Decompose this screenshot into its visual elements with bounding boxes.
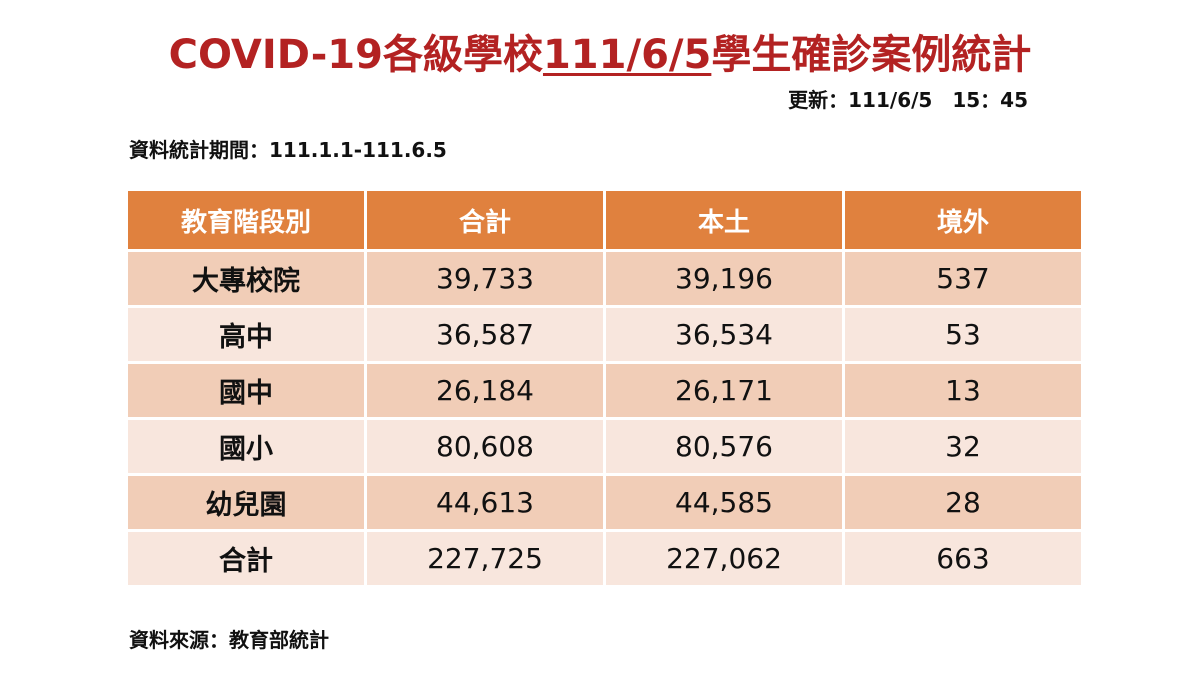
- table-row-total: 合計 227,725 227,062 663: [128, 532, 1081, 585]
- cell-imported: 53: [845, 308, 1081, 361]
- header-imported: 境外: [845, 191, 1081, 249]
- cell-local: 44,585: [606, 476, 842, 529]
- cell-imported: 13: [845, 364, 1081, 417]
- table-row: 國中 26,184 26,171 13: [128, 364, 1081, 417]
- cell-total: 227,725: [367, 532, 603, 585]
- header-total: 合計: [367, 191, 603, 249]
- cell-total: 36,587: [367, 308, 603, 361]
- cell-total: 44,613: [367, 476, 603, 529]
- cases-table: 教育階段別 合計 本土 境外 大專校院 39,733 39,196 537 高中…: [125, 188, 1084, 588]
- cell-level: 國中: [128, 364, 364, 417]
- data-source: 資料來源：教育部統計: [129, 628, 329, 652]
- title-prefix: COVID-19各級學校: [168, 32, 543, 78]
- table-row: 幼兒園 44,613 44,585 28: [128, 476, 1081, 529]
- table-row: 大專校院 39,733 39,196 537: [128, 252, 1081, 305]
- cell-level: 大專校院: [128, 252, 364, 305]
- cell-total: 39,733: [367, 252, 603, 305]
- header-education-level: 教育階段別: [128, 191, 364, 249]
- cell-imported: 537: [845, 252, 1081, 305]
- cell-local: 39,196: [606, 252, 842, 305]
- table-header-row: 教育階段別 合計 本土 境外: [128, 191, 1081, 249]
- cell-level: 合計: [128, 532, 364, 585]
- cell-imported: 663: [845, 532, 1081, 585]
- title-date: 111/6/5: [542, 32, 712, 78]
- title-suffix: 學生確診案例統計: [711, 32, 1032, 78]
- cell-local: 36,534: [606, 308, 842, 361]
- cell-local: 26,171: [606, 364, 842, 417]
- table-row: 高中 36,587 36,534 53: [128, 308, 1081, 361]
- cell-total: 26,184: [367, 364, 603, 417]
- cell-total: 80,608: [367, 420, 603, 473]
- cell-level: 國小: [128, 420, 364, 473]
- statistics-period: 資料統計期間：111.1.1-111.6.5: [129, 138, 447, 162]
- cell-imported: 28: [845, 476, 1081, 529]
- table-row: 國小 80,608 80,576 32: [128, 420, 1081, 473]
- cell-level: 幼兒園: [128, 476, 364, 529]
- cell-level: 高中: [128, 308, 364, 361]
- cell-local: 227,062: [606, 532, 842, 585]
- cell-imported: 32: [845, 420, 1081, 473]
- header-local: 本土: [606, 191, 842, 249]
- updated-timestamp: 更新：111/6/5 15：45: [788, 88, 1028, 112]
- page-title: COVID-19各級學校111/6/5學生確診案例統計: [0, 22, 1200, 80]
- cell-local: 80,576: [606, 420, 842, 473]
